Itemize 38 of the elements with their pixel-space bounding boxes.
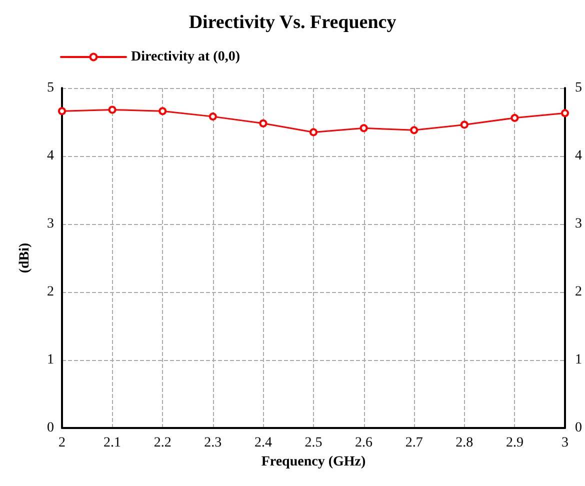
point [510, 114, 519, 122]
legend-label: Directivity at (0,0) [131, 50, 240, 64]
point [310, 128, 318, 136]
y-tick-label: 3 [47, 216, 54, 232]
chart-title: Directivity Vs. Frequency [188, 12, 397, 33]
x-tick-label: 3 [562, 436, 568, 450]
point [158, 107, 167, 116]
point [360, 124, 368, 132]
point [460, 120, 468, 129]
x-tick-label: 2.1 [104, 436, 122, 450]
y2-tick-label: 3 [575, 216, 582, 232]
x-tick-label: 2.8 [456, 436, 474, 450]
x-tick-label: 2.6 [355, 436, 373, 450]
y2-tick-label: 2 [575, 284, 582, 300]
x-tick-label: 2.5 [304, 436, 322, 450]
y-tick-label: 1 [47, 352, 54, 368]
x-tick-label: 2.4 [254, 436, 272, 450]
point [561, 109, 569, 118]
x-tick-label: 2 [58, 436, 66, 450]
x-tick-label: 2.9 [506, 436, 524, 450]
x-tick-label: 2.7 [405, 436, 423, 450]
point [108, 106, 116, 114]
y-tick-label: 0 [47, 420, 54, 436]
y2-tick-label: 5 [575, 80, 582, 96]
x-axis-title: Frequency (GHz) [261, 454, 366, 470]
y-tick-label: 4 [47, 148, 54, 164]
point [259, 119, 268, 128]
point [410, 126, 418, 134]
x-tick-label: 2.2 [154, 436, 172, 450]
y-tick-label: 2 [47, 284, 54, 300]
y-axis-title: (dBi) [18, 242, 32, 274]
y2-tick-label: 4 [575, 148, 582, 164]
point [208, 112, 217, 121]
y2-tick-label: 1 [575, 352, 582, 368]
point [58, 107, 66, 116]
y2-tick-label: 0 [575, 420, 582, 436]
y-tick-label: 5 [47, 80, 54, 96]
x-tick-label: 2.3 [204, 436, 222, 450]
